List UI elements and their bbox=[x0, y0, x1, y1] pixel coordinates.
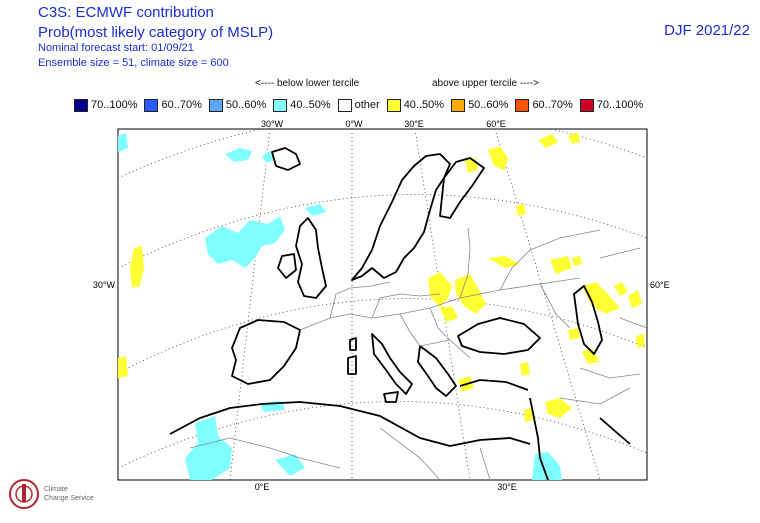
lon-label-top-2: 30°E bbox=[404, 119, 424, 129]
legend-item: 70..100% bbox=[579, 98, 644, 112]
map-panel: 30°W 0°W 30°E 60°E 0°E 30°E 30°W 60°E bbox=[0, 118, 760, 518]
legend-note-below: <---- below lower tercile bbox=[255, 78, 360, 89]
c3s-logo-icon: Climate Change Service bbox=[9, 479, 94, 509]
legend-label: 60..70% bbox=[161, 99, 202, 111]
coastlines bbox=[169, 147, 631, 480]
legend-label: 70..100% bbox=[596, 99, 644, 111]
graticule bbox=[118, 129, 647, 480]
lon-label-top-3: 60°E bbox=[486, 119, 506, 129]
legend-label: 70..100% bbox=[91, 99, 138, 111]
logo-line2: Change Service bbox=[44, 495, 94, 502]
legend: 70..100% 60..70% 50..60% 40..50% other 40..50… bbox=[74, 97, 650, 113]
legend-swatch bbox=[386, 98, 401, 112]
legend-swatch bbox=[208, 98, 223, 112]
lon-label-top-0: 30°W bbox=[261, 119, 284, 129]
above-tercile-regions bbox=[118, 132, 645, 422]
legend-label: 60..70% bbox=[532, 99, 573, 111]
c3s-logo: Climate Change Service bbox=[6, 474, 116, 514]
lat-label-left: 30°W bbox=[93, 280, 116, 290]
legend-item: 40..50% bbox=[386, 98, 445, 112]
page-subtitle: Prob(most likely category of MSLP) bbox=[38, 24, 274, 41]
page-title: C3S: ECMWF contribution bbox=[38, 4, 214, 21]
legend-swatch bbox=[579, 98, 594, 112]
legend-label: 40..50% bbox=[403, 99, 445, 111]
legend-swatch bbox=[144, 98, 159, 112]
legend-swatch bbox=[273, 98, 288, 112]
map-svg: 30°W 0°W 30°E 60°E 0°E 30°E 30°W 60°E bbox=[93, 119, 670, 492]
legend-swatch bbox=[451, 98, 466, 112]
legend-item: 60..70% bbox=[515, 98, 573, 112]
legend-item: 40..50% bbox=[273, 98, 331, 112]
lon-label-bottom-1: 30°E bbox=[497, 482, 517, 492]
legend-item: 70..100% bbox=[74, 98, 138, 112]
legend-swatch bbox=[337, 98, 352, 112]
lon-label-top-1: 0°W bbox=[345, 119, 363, 129]
ensemble-size-info: Ensemble size = 51, climate size = 600 bbox=[38, 57, 229, 69]
forecast-start-info: Nominal forecast start: 01/09/21 bbox=[38, 42, 194, 54]
legend-note-above: above upper tercile ----> bbox=[432, 78, 539, 89]
season-label: DJF 2021/22 bbox=[664, 22, 750, 39]
logo-line1: Climate bbox=[44, 486, 68, 493]
legend-label: 40..50% bbox=[290, 99, 331, 111]
legend-swatch bbox=[515, 98, 530, 112]
legend-label: 50..60% bbox=[468, 99, 509, 111]
legend-item: 60..70% bbox=[144, 98, 202, 112]
lon-label-bottom-0: 0°E bbox=[255, 482, 270, 492]
legend-label: other bbox=[354, 99, 380, 111]
legend-swatch bbox=[74, 98, 88, 112]
legend-item: 50..60% bbox=[451, 98, 509, 112]
legend-item: 50..60% bbox=[208, 98, 267, 112]
legend-label: 50..60% bbox=[225, 99, 267, 111]
lat-label-right: 60°E bbox=[650, 280, 670, 290]
country-borders bbox=[189, 227, 647, 480]
legend-item: other bbox=[337, 98, 380, 112]
